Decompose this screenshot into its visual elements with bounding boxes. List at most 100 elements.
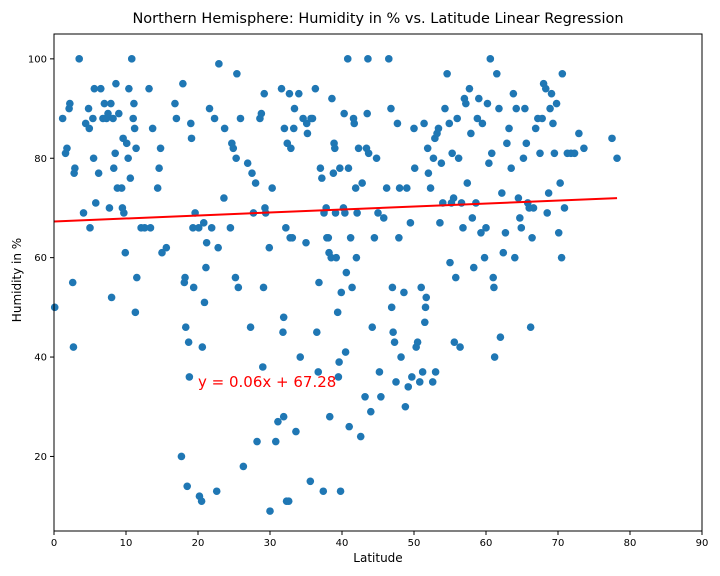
data-point: [549, 119, 557, 128]
data-point: [552, 99, 561, 108]
data-point: [66, 99, 74, 108]
data-point: [127, 55, 136, 63]
data-point: [486, 55, 495, 63]
data-point: [462, 99, 470, 108]
data-point: [459, 224, 467, 232]
data-point: [130, 99, 138, 108]
data-point: [454, 154, 463, 163]
x-tick-label: 0: [51, 538, 57, 549]
data-point: [348, 283, 356, 292]
data-point: [117, 184, 126, 192]
data-point: [153, 184, 162, 192]
data-point: [467, 129, 475, 138]
data-point: [248, 169, 256, 177]
data-point: [156, 144, 165, 153]
data-point: [418, 368, 427, 376]
data-point: [608, 134, 616, 143]
data-point: [546, 104, 554, 113]
data-point: [404, 383, 413, 391]
data-point: [575, 129, 583, 138]
data-point: [274, 417, 282, 426]
data-point: [358, 179, 366, 187]
data-point: [613, 154, 621, 163]
data-point: [120, 209, 128, 217]
x-tick-label: 90: [696, 538, 709, 549]
data-point: [475, 94, 483, 103]
x-tick-label: 30: [264, 538, 277, 549]
data-point: [189, 283, 198, 292]
data-point: [536, 149, 544, 158]
data-point: [313, 328, 321, 337]
data-point: [420, 119, 428, 128]
data-point: [229, 144, 238, 153]
data-point: [521, 104, 529, 113]
data-point: [406, 219, 415, 227]
data-point: [451, 273, 460, 282]
data-point: [319, 487, 328, 496]
data-point: [511, 253, 519, 262]
data-point: [410, 164, 419, 172]
data-point: [477, 229, 485, 237]
data-point: [90, 84, 99, 93]
data-point: [185, 373, 194, 381]
data-point: [68, 278, 77, 287]
data-point: [202, 238, 211, 247]
data-point: [277, 84, 286, 93]
data-point: [75, 55, 83, 63]
data-point: [387, 303, 396, 312]
data-point: [324, 233, 333, 242]
data-point: [194, 224, 203, 232]
data-point: [554, 229, 563, 237]
data-point: [287, 144, 295, 153]
data-point: [302, 238, 310, 247]
data-point: [429, 154, 438, 163]
data-point: [314, 368, 323, 376]
y-tick-label: 40: [34, 353, 47, 364]
data-point: [179, 79, 187, 88]
data-point: [215, 60, 223, 68]
data-point: [239, 462, 248, 471]
data-point: [198, 343, 207, 351]
data-point: [526, 323, 535, 332]
data-point: [487, 149, 496, 158]
data-point: [335, 358, 343, 366]
data-point: [495, 104, 503, 113]
data-point: [388, 283, 397, 292]
data-point: [448, 149, 456, 158]
data-point: [550, 149, 559, 158]
data-point: [393, 119, 402, 128]
data-point: [63, 144, 71, 153]
data-point: [279, 412, 288, 421]
data-point: [94, 169, 103, 177]
data-point: [334, 373, 343, 381]
x-tick-label: 50: [408, 538, 421, 549]
data-point: [71, 164, 79, 172]
data-point: [408, 373, 416, 381]
data-point: [385, 55, 393, 63]
data-point: [417, 283, 426, 292]
data-point: [478, 119, 487, 128]
data-point: [463, 179, 472, 187]
data-point: [124, 154, 132, 163]
data-point: [130, 124, 139, 133]
data-point: [342, 268, 351, 277]
data-point: [469, 263, 478, 272]
data-point: [395, 184, 404, 192]
data-point: [207, 224, 216, 232]
plot-area: y = 0.06x + 67.28: [50, 33, 703, 532]
data-point: [490, 283, 498, 292]
data-point: [426, 184, 435, 192]
data-point: [234, 283, 243, 292]
data-point: [390, 338, 399, 346]
data-point: [158, 248, 166, 257]
data-point: [266, 507, 274, 515]
data-point: [231, 273, 240, 282]
data-point: [226, 224, 235, 232]
x-tick-label: 10: [120, 538, 133, 549]
data-point: [189, 224, 197, 232]
data-point: [107, 293, 116, 302]
data-point: [364, 55, 372, 63]
data-point: [340, 109, 348, 118]
data-point: [541, 84, 550, 93]
